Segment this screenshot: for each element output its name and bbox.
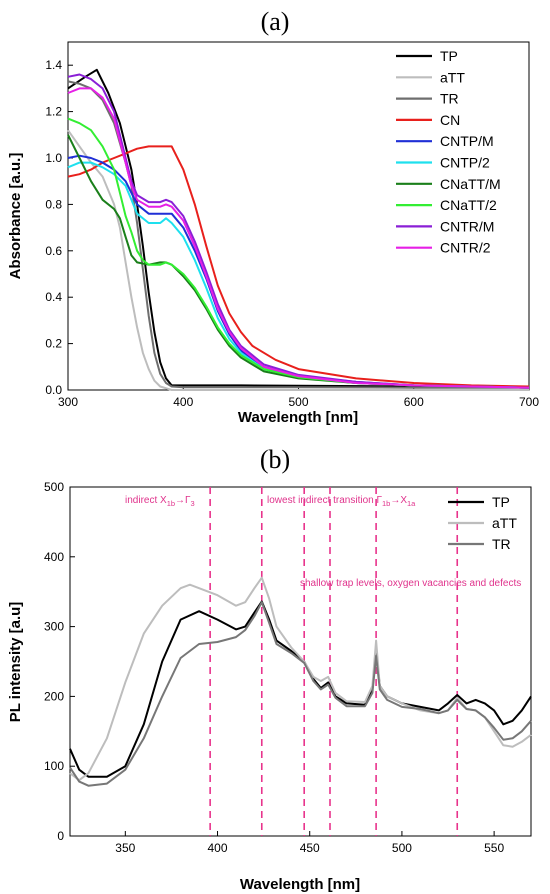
y-tick-label: 0: [57, 829, 64, 843]
plot-area-b: [69, 486, 532, 837]
x-tick-label: 400: [208, 841, 228, 855]
y-tick-label: 1.0: [45, 151, 62, 165]
axis-ticks-a: 300 400 500 600 700 0.0 0.2 0.4 0.6 0.8 1.0 1.2 1.4: [45, 58, 539, 409]
x-tick-label: 500: [288, 395, 308, 409]
series-line-cn: [67, 145, 530, 388]
legend-label: TR: [440, 91, 459, 107]
y-tick-label: 400: [44, 550, 64, 564]
y-tick-label: 0.6: [45, 244, 62, 258]
x-tick-label: 600: [404, 395, 424, 409]
x-tick-label: 300: [58, 395, 78, 409]
x-tick-label: 400: [173, 395, 193, 409]
x-axis-title-b: Wavelength [nm]: [240, 876, 360, 893]
legend-label: CNTP/M: [440, 133, 494, 149]
x-tick-label: 450: [300, 841, 320, 855]
legend-label: aTT: [492, 515, 517, 531]
series-line-cntr-m: [67, 73, 530, 389]
legend-label: TP: [440, 48, 458, 64]
series-line-tr: [69, 601, 532, 787]
y-tick-label: 100: [44, 759, 64, 773]
panel-b-label: (b): [260, 445, 290, 474]
legend-label: CNaTT/M: [440, 176, 501, 192]
annotations-b: indirect X1b→Γ3 lowest indirect transiti…: [125, 495, 521, 589]
legend-label: CNTR/2: [440, 240, 491, 256]
y-tick-label: 0.2: [45, 337, 62, 351]
legend-label: CNaTT/2: [440, 197, 497, 213]
annotation-indirect: indirect X1b→Γ3: [125, 495, 195, 508]
annotation-shallow-trap: shallow trap levels, oxygen vacancies an…: [300, 578, 521, 589]
reference-lines-b: [209, 487, 459, 836]
y-tick-label: 0.0: [45, 383, 62, 397]
series-lines-b: [69, 576, 532, 787]
plot-area-a: [67, 41, 530, 391]
legend-label: TP: [492, 494, 510, 510]
legend-a: TP aTT TR CN CNTP/M CNTP/2 CNaTT/M CNaTT/2 CNTR/…: [396, 48, 501, 256]
y-tick-label: 1.2: [45, 105, 62, 119]
legend-b: TP aTT TR: [448, 494, 517, 552]
chart-a: 300 400 500 600 7000.00.20.40.60.81.01.21.4 …: [7, 41, 539, 426]
y-axis-title-b: PL intensity [a.u]: [7, 602, 24, 723]
series-line-tr: [67, 80, 529, 389]
series-line-cnatt-2: [67, 117, 530, 389]
legend-label: aTT: [440, 69, 465, 85]
series-line-att: [69, 576, 532, 782]
y-tick-label: 0.8: [45, 197, 62, 211]
x-tick-label: 550: [484, 841, 504, 855]
y-tick-label: 300: [44, 620, 64, 634]
y-tick-label: 0.4: [45, 290, 62, 304]
series-line-tp: [69, 600, 532, 778]
legend-label: TR: [492, 536, 511, 552]
annotation-lowest-indirect: lowest indirect transition Γ1b→X1a: [267, 495, 416, 508]
series-lines-a: [67, 68, 530, 391]
legend-label: CNTR/M: [440, 218, 494, 234]
series-line-att: [67, 129, 529, 391]
legend-label: CN: [440, 112, 460, 128]
y-axis-title-a: Absorbance [a.u.]: [7, 153, 24, 280]
x-tick-label: 500: [392, 841, 412, 855]
x-tick-label: 350: [115, 841, 135, 855]
panel-a-label: (a): [261, 7, 290, 36]
y-tick-label: 200: [44, 689, 64, 703]
y-tick-label: 1.4: [45, 58, 62, 72]
axis-ticks-b: 350 400 450 500 550 0 100 200 300 400 500: [44, 480, 504, 855]
series-line-cnatt-m: [67, 134, 530, 389]
x-axis-title-a: Wavelength [nm]: [238, 409, 358, 426]
series-line-cntr-2: [67, 87, 530, 389]
y-tick-label: 500: [44, 480, 64, 494]
series-line-tp: [67, 68, 530, 389]
x-tick-label: 700: [519, 395, 539, 409]
legend-label: CNTP/2: [440, 155, 490, 171]
